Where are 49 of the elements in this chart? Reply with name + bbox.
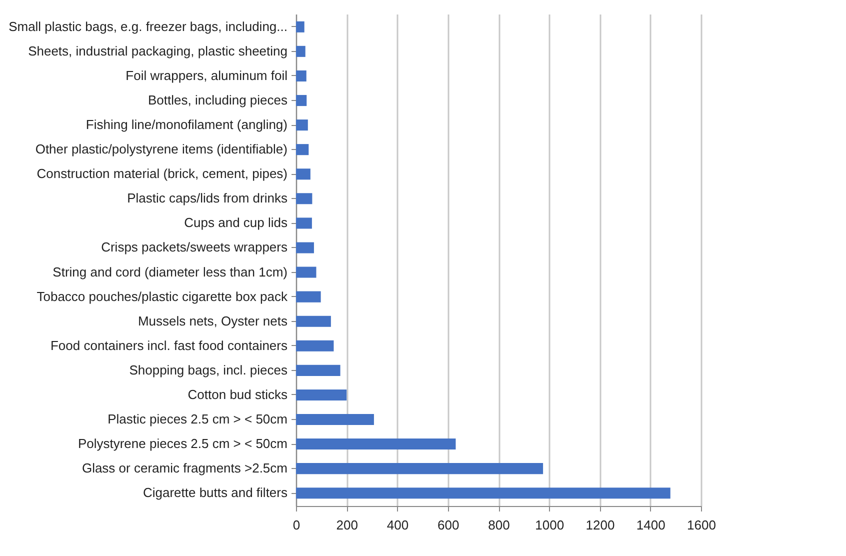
x-tick-label: 1600 (687, 518, 716, 532)
bar (296, 168, 310, 180)
x-tick-label: 800 (488, 518, 510, 532)
bar (296, 291, 321, 302)
y-tick-label: Glass or ceramic fragments >2.5cm (82, 460, 288, 476)
y-tick-label: Sheets, industrial packaging, plastic sheeting (28, 43, 288, 58)
x-tick-label: 600 (438, 518, 460, 532)
y-tick-label: Foil wrappers, aluminum foil (126, 68, 288, 83)
y-tick-label: Polystyrene pieces 2.5 cm > < 50cm (78, 436, 288, 452)
y-tick-label: Other plastic/polystyrene items (identifiable) (35, 142, 288, 157)
bar (296, 266, 316, 278)
bar (296, 316, 331, 327)
bar (296, 218, 312, 229)
bar (296, 463, 544, 474)
bar (296, 340, 334, 352)
y-tick-label: Cigarette butts and filters (142, 485, 288, 500)
bar (296, 389, 347, 400)
x-tick-label: 1200 (586, 518, 615, 532)
y-tick-label: Cotton bud sticks (188, 386, 288, 402)
y-tick-label: Bottles, including pieces (148, 92, 288, 108)
bar (296, 242, 314, 254)
y-tick-label: Crisps packets/sweets wrappers (101, 240, 288, 255)
y-tick-label: Small plastic bags, e.g. freezer bags, including... (8, 18, 288, 34)
y-tick-label: String and cord (diameter less than 1cm) (52, 264, 288, 280)
bar (296, 488, 670, 499)
bar (296, 414, 374, 426)
bar (296, 144, 309, 156)
x-tick-label: 1400 (636, 518, 666, 532)
y-tick-label: Fishing line/monofilament (angling) (86, 117, 288, 132)
bar (296, 364, 340, 376)
y-tick-label: Food containers incl. fast food containers (50, 338, 288, 353)
x-tick-label: 0 (292, 518, 300, 532)
bar (296, 438, 456, 450)
y-tick-label: Construction material (brick, cement, pipes) (36, 166, 288, 182)
y-tick-label: Tobacco pouches/plastic cigarette box pack (36, 288, 288, 304)
x-tick-label: 400 (386, 518, 409, 532)
bar (296, 70, 306, 82)
x-tick-label: 200 (336, 518, 358, 532)
y-tick-label: Plastic pieces 2.5 cm > < 50cm (108, 412, 288, 426)
x-tick-label: 1000 (535, 518, 564, 532)
bar (296, 193, 312, 204)
bar (296, 46, 306, 57)
bar (296, 120, 308, 131)
bar (296, 21, 304, 32)
y-tick-label: Shopping bags, incl. pieces (129, 362, 288, 378)
y-tick-label: Cups and cup lids (184, 215, 288, 230)
y-tick-label: Plastic caps/lids from drinks (127, 190, 288, 206)
y-tick-label: Mussels nets, Oyster nets (138, 313, 288, 328)
bar (296, 94, 307, 106)
